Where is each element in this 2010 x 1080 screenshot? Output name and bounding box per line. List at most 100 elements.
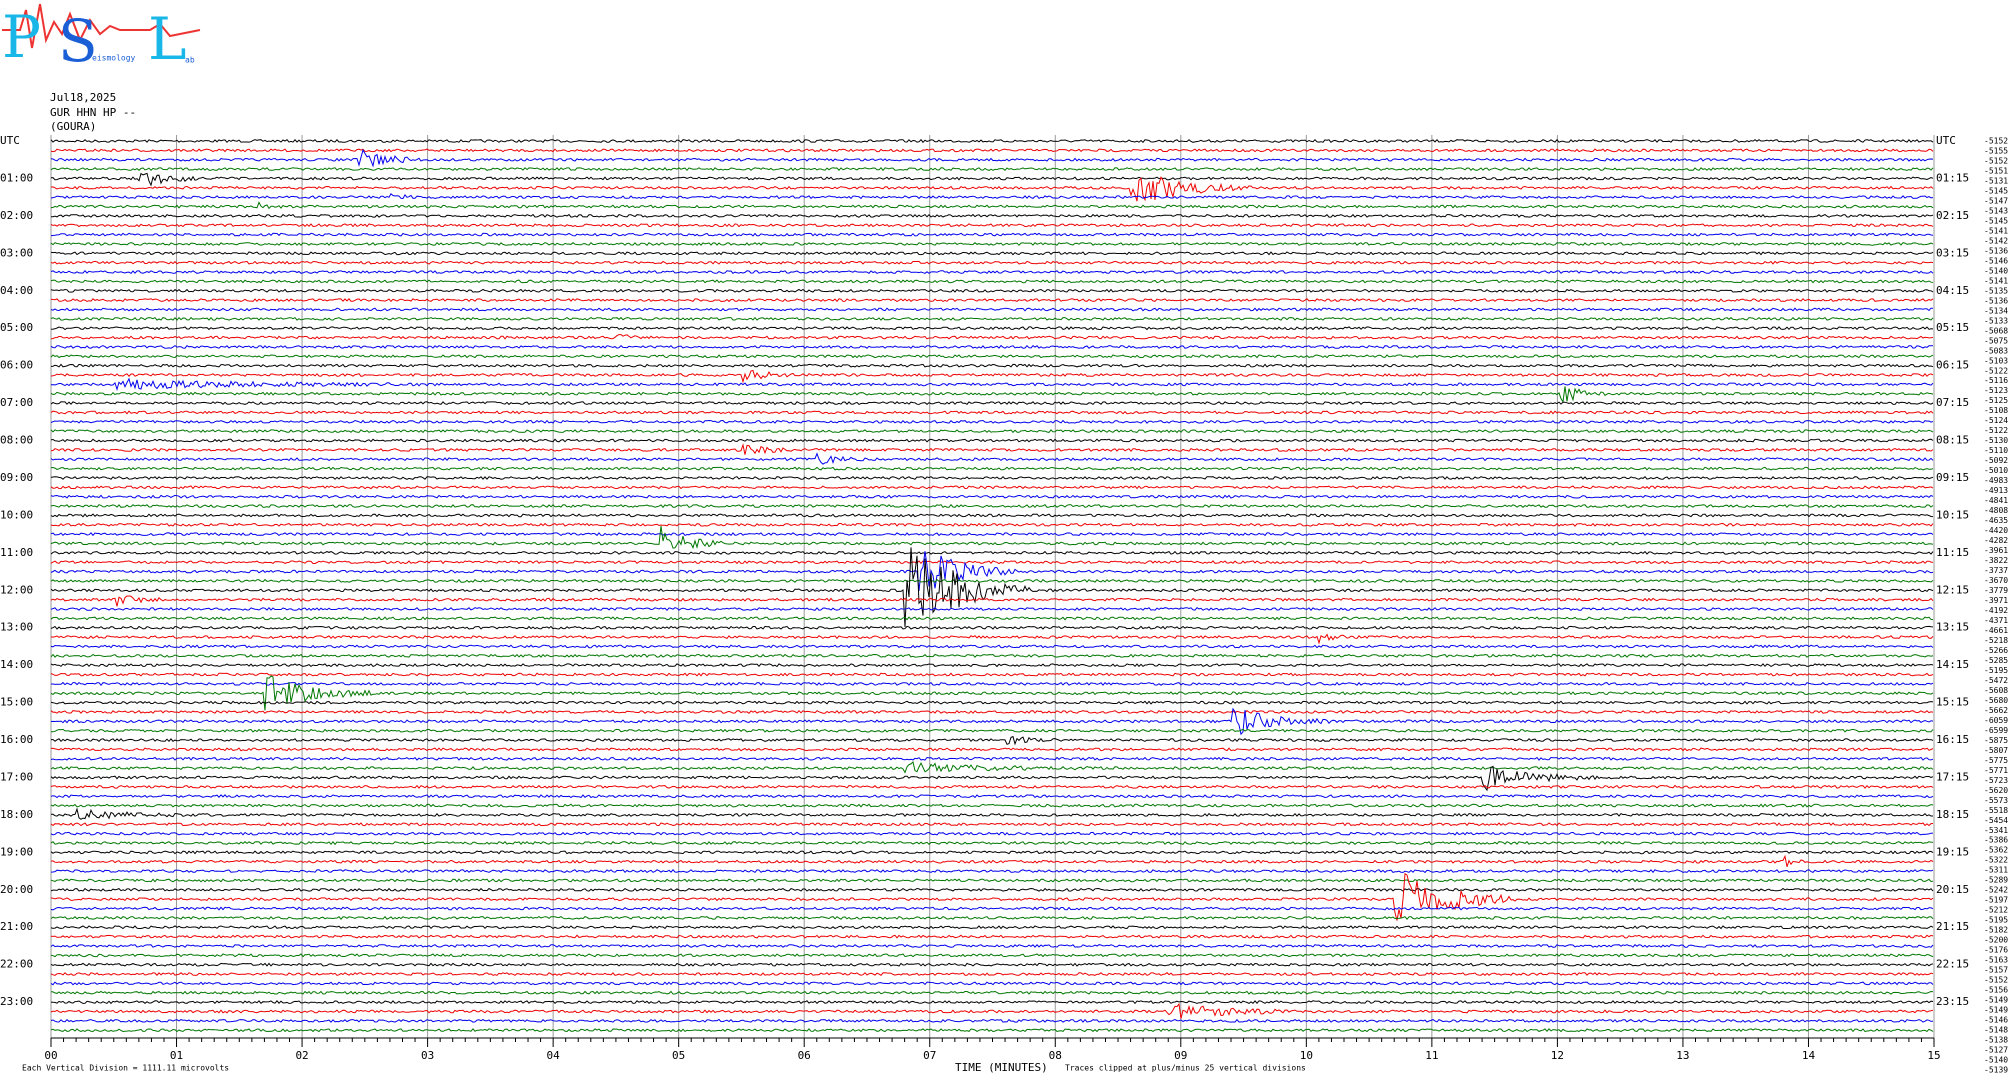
trace xyxy=(50,1002,1934,1019)
offset-label: -5472 xyxy=(1984,676,2008,685)
trace xyxy=(50,344,1934,349)
trace xyxy=(50,807,1933,820)
trace xyxy=(50,138,1934,144)
trace xyxy=(50,279,1934,284)
trace xyxy=(50,728,1934,733)
trace xyxy=(50,513,1934,518)
time-label-left: 17:00 xyxy=(0,770,33,783)
trace xyxy=(50,663,1934,668)
offset-label: -5322 xyxy=(1984,856,2008,865)
trace xyxy=(50,363,1934,368)
trace xyxy=(50,251,1934,256)
trace xyxy=(51,681,1934,687)
time-label-left: 20:00 xyxy=(0,883,33,896)
offset-label: -3961 xyxy=(1984,546,2008,555)
time-label-left: 01:00 xyxy=(0,171,33,184)
offset-label: -5075 xyxy=(1984,336,2008,345)
offset-label: -5130 xyxy=(1984,436,2008,445)
x-tick-label: 10 xyxy=(1300,1049,1313,1062)
trace xyxy=(50,475,1934,480)
trace xyxy=(50,972,1934,977)
x-tick-label: 05 xyxy=(672,1049,685,1062)
trace xyxy=(50,803,1934,808)
trace xyxy=(50,201,1934,210)
trace xyxy=(50,869,1934,874)
trace xyxy=(50,747,1934,752)
offset-label: -5092 xyxy=(1984,456,2008,465)
offset-label: -5151 xyxy=(1984,166,2008,175)
trace xyxy=(50,316,1934,321)
offset-label: -4983 xyxy=(1984,476,2008,485)
trace xyxy=(50,176,1934,202)
trace xyxy=(50,653,1934,658)
trace xyxy=(50,547,1934,628)
trace xyxy=(50,934,1934,939)
offset-label: -5068 xyxy=(1984,326,2008,335)
logo-letter: P xyxy=(2,3,41,71)
offset-label: -4420 xyxy=(1984,526,2008,535)
offset-label: -5311 xyxy=(1984,866,2008,875)
offset-label: -6599 xyxy=(1984,726,2008,735)
time-label-left: 18:00 xyxy=(0,808,33,821)
trace xyxy=(50,354,1934,359)
trace xyxy=(50,503,1934,509)
time-label-left: 14:00 xyxy=(0,658,33,671)
x-tick-label: 12 xyxy=(1551,1049,1564,1062)
offset-label: -5146 xyxy=(1984,1016,2008,1025)
trace xyxy=(50,878,1934,883)
trace xyxy=(50,707,1934,736)
offset-label: -5163 xyxy=(1984,956,2008,965)
offset-label: -5195 xyxy=(1984,916,2008,925)
time-label-right: 07:15 xyxy=(1936,396,1969,409)
x-tick-label: 00 xyxy=(44,1049,57,1062)
trace xyxy=(50,452,1934,465)
offset-label: -5723 xyxy=(1984,776,2008,785)
trace xyxy=(50,370,1934,384)
offset-label: -5145 xyxy=(1984,186,2008,195)
trace xyxy=(50,494,1934,499)
time-label-right: 08:15 xyxy=(1936,434,1969,447)
offset-label: -5139 xyxy=(1984,1066,2008,1075)
offset-label: -5116 xyxy=(1984,376,2008,385)
trace xyxy=(50,438,1934,443)
trace xyxy=(50,270,1934,275)
offset-label: -6059 xyxy=(1984,716,2008,725)
time-label-left: 03:00 xyxy=(0,246,33,259)
trace xyxy=(50,443,1934,455)
x-title: TIME (MINUTES) xyxy=(955,1061,1048,1074)
offset-label: -5155 xyxy=(1984,146,2008,155)
time-label-left: 11:00 xyxy=(0,546,33,559)
offset-label: -5149 xyxy=(1984,1006,2008,1015)
offset-label: -5152 xyxy=(1984,156,2008,165)
x-tick-label: 07 xyxy=(923,1049,936,1062)
offset-label: -5200 xyxy=(1984,936,2008,945)
x-tick-label: 02 xyxy=(295,1049,308,1062)
offset-label: -5141 xyxy=(1984,276,2008,285)
time-label-left: 06:00 xyxy=(0,359,33,372)
offset-label: -5176 xyxy=(1984,946,2008,955)
trace xyxy=(50,953,1934,958)
x-tick-label: 09 xyxy=(1174,1049,1187,1062)
time-label-right: 09:15 xyxy=(1936,471,1969,484)
offset-label: -5285 xyxy=(1984,656,2008,665)
offset-label: -5152 xyxy=(1984,137,2008,146)
trace xyxy=(50,675,1934,711)
x-tick-label: 13 xyxy=(1676,1049,1689,1062)
offset-label: -5386 xyxy=(1984,836,2008,845)
site: (GOURA) xyxy=(50,120,96,133)
station: GUR HHN HP -- xyxy=(50,106,136,119)
offset-label: -5242 xyxy=(1984,886,2008,895)
trace xyxy=(50,644,1934,649)
time-label-left: 07:00 xyxy=(0,396,33,409)
time-label-left: 13:00 xyxy=(0,621,33,634)
time-label-right: 23:15 xyxy=(1936,995,1969,1008)
offset-label: -5197 xyxy=(1984,896,2008,905)
trace xyxy=(50,410,1934,415)
offset-label: -5140 xyxy=(1984,1056,2008,1065)
offset-label: -5662 xyxy=(1984,706,2008,715)
trace xyxy=(50,298,1934,303)
trace xyxy=(50,560,1934,565)
time-label-right: UTC xyxy=(1936,134,1956,147)
time-label-right: 22:15 xyxy=(1936,958,1969,971)
